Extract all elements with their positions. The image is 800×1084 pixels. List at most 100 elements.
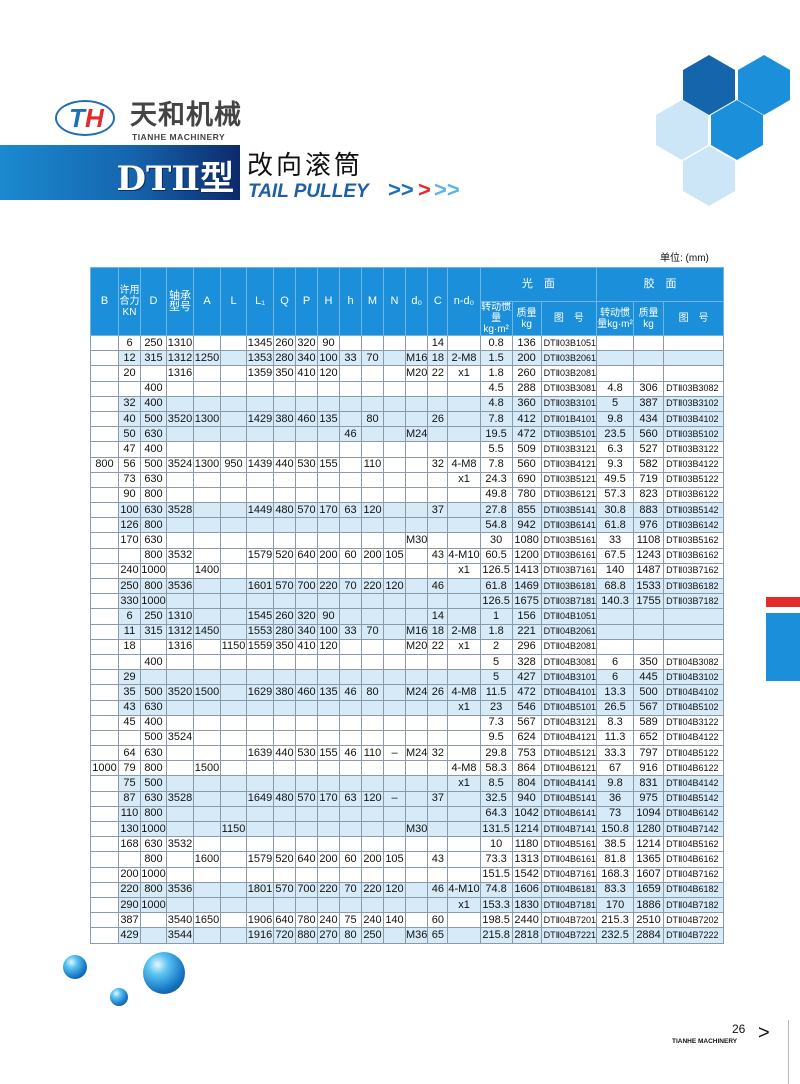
cell-m: 110 xyxy=(361,745,384,762)
cell-q: 720 xyxy=(273,927,296,944)
cell-d0 xyxy=(404,760,429,777)
cell-q: 520 xyxy=(273,851,296,868)
header-h-upper: H xyxy=(317,267,340,336)
cell-rubber-mass: 1659 xyxy=(633,881,665,898)
cell-l1: 1639 xyxy=(246,745,274,762)
cell-d: 500 xyxy=(140,684,167,701)
cell-d xyxy=(140,669,167,686)
cell-rubber-inertia: 8.3 xyxy=(596,714,635,731)
cell-rubber-drawing xyxy=(663,638,725,655)
cell-l xyxy=(220,896,247,914)
cell-m: 70 xyxy=(361,623,384,640)
cell-rubber-drawing: DTⅡ04B5162 xyxy=(663,836,725,853)
cell-c: 37 xyxy=(427,790,449,807)
cell-a xyxy=(193,866,221,883)
cell-h-lower: 33 xyxy=(339,623,362,640)
cell-rubber-mass: 823 xyxy=(633,486,665,504)
table-row: 168 630 3532 10 1180 DTⅡ04B5161 38.5 1214 DTⅡ04B… xyxy=(90,836,725,853)
cell-d0 xyxy=(404,410,429,428)
cell-h-upper: 100 xyxy=(317,623,340,640)
cell-c xyxy=(427,395,449,412)
cell-h-lower: 70 xyxy=(339,881,362,898)
table-row: 200 1000 151.5 1542 DTⅡ04B7161 168.3 1607 DTⅡ04… xyxy=(90,866,725,883)
cell-q xyxy=(273,653,296,671)
cell-d0 xyxy=(404,775,429,792)
cell-smooth-mass: 546 xyxy=(511,699,542,716)
cell-l1 xyxy=(246,441,274,458)
cell-p: 570 xyxy=(295,502,318,519)
cell-d: 800 xyxy=(140,517,167,534)
cell-c: 46 xyxy=(427,577,449,595)
cell-l1 xyxy=(246,836,274,853)
cell-bearing: 3540 xyxy=(166,912,194,929)
cell-c: 32 xyxy=(427,745,449,762)
cell-h-upper: 170 xyxy=(317,502,340,519)
cell-rubber-inertia xyxy=(596,608,635,625)
cell-rubber-mass xyxy=(633,365,665,382)
cell-n-d0: x1 xyxy=(447,471,481,488)
cell-m xyxy=(361,669,384,686)
cell-l xyxy=(220,502,247,519)
cell-rubber-inertia: 215.3 xyxy=(596,912,635,929)
cell-m: 250 xyxy=(361,927,384,944)
cell-n-d0 xyxy=(447,790,481,807)
header-bearing: 轴承型号 xyxy=(166,267,194,336)
cell-d: 250 xyxy=(140,334,167,352)
cell-q xyxy=(273,532,296,549)
cell-smooth-drawing: DTⅡ04B6121 xyxy=(540,760,598,777)
cell-h-upper: 120 xyxy=(317,638,340,655)
cell-rubber-inertia: 170 xyxy=(596,896,635,914)
cell-c: 43 xyxy=(427,851,449,868)
cell-rubber-drawing xyxy=(663,350,725,367)
table-row: 75 500 x1 8.5 804 DTⅡ04B4141 9.8 831 DTⅡ04B4142 xyxy=(90,775,725,792)
cell-bearing xyxy=(166,395,194,412)
cell-b xyxy=(90,684,119,701)
cell-m xyxy=(361,805,384,823)
cell-m: 200 xyxy=(361,851,384,868)
cell-h-upper xyxy=(317,820,340,838)
cell-b xyxy=(90,669,119,686)
cell-l1 xyxy=(246,896,274,914)
cell-rubber-mass: 350 xyxy=(633,653,665,671)
cell-smooth-mass: 624 xyxy=(511,729,542,747)
cell-n xyxy=(383,927,406,944)
cell-b xyxy=(90,820,119,838)
cell-bearing: 3532 xyxy=(166,547,194,564)
cell-smooth-mass: 1042 xyxy=(511,805,542,823)
cell-d: 630 xyxy=(140,790,167,807)
cell-b xyxy=(90,334,119,352)
cell-b xyxy=(90,577,119,595)
cell-rubber-inertia: 73 xyxy=(596,805,635,823)
cell-l1 xyxy=(246,866,274,883)
cell-n xyxy=(383,866,406,883)
cell-h-upper xyxy=(317,562,340,580)
cell-smooth-mass: 2818 xyxy=(511,927,542,944)
cell-l1 xyxy=(246,653,274,671)
cell-b xyxy=(90,653,119,671)
table-row: 170 630 M30 30 1080 DTⅡ03B5161 33 1108 DTⅡ03B516… xyxy=(90,532,725,549)
cell-rubber-mass: 719 xyxy=(633,471,665,488)
cell-smooth-inertia: 198.5 xyxy=(479,912,513,929)
cell-c: 22 xyxy=(427,365,449,382)
cell-a xyxy=(193,729,221,747)
cell-n xyxy=(383,669,406,686)
cell-allowable-force: 47 xyxy=(118,441,141,458)
cell-h-lower xyxy=(339,456,362,473)
cell-l xyxy=(220,577,247,595)
cell-bearing xyxy=(166,745,194,762)
cell-allowable-force xyxy=(118,380,141,397)
cell-d: 630 xyxy=(140,699,167,716)
cell-l1 xyxy=(246,729,274,747)
cell-n xyxy=(383,562,406,580)
cell-d0: M20 xyxy=(404,365,429,382)
cell-m xyxy=(361,532,384,549)
cell-allowable-force: 330 xyxy=(118,593,141,610)
cell-a xyxy=(193,881,221,898)
header-mass: 质量kg xyxy=(511,301,542,336)
cell-h-upper: 220 xyxy=(317,881,340,898)
cell-h-lower xyxy=(339,608,362,625)
cell-h-upper: 135 xyxy=(317,684,340,701)
cell-rubber-drawing: DTⅡ04B7142 xyxy=(663,820,725,838)
cell-q: 480 xyxy=(273,790,296,807)
cell-smooth-drawing: DTⅡ03B5121 xyxy=(540,471,598,488)
